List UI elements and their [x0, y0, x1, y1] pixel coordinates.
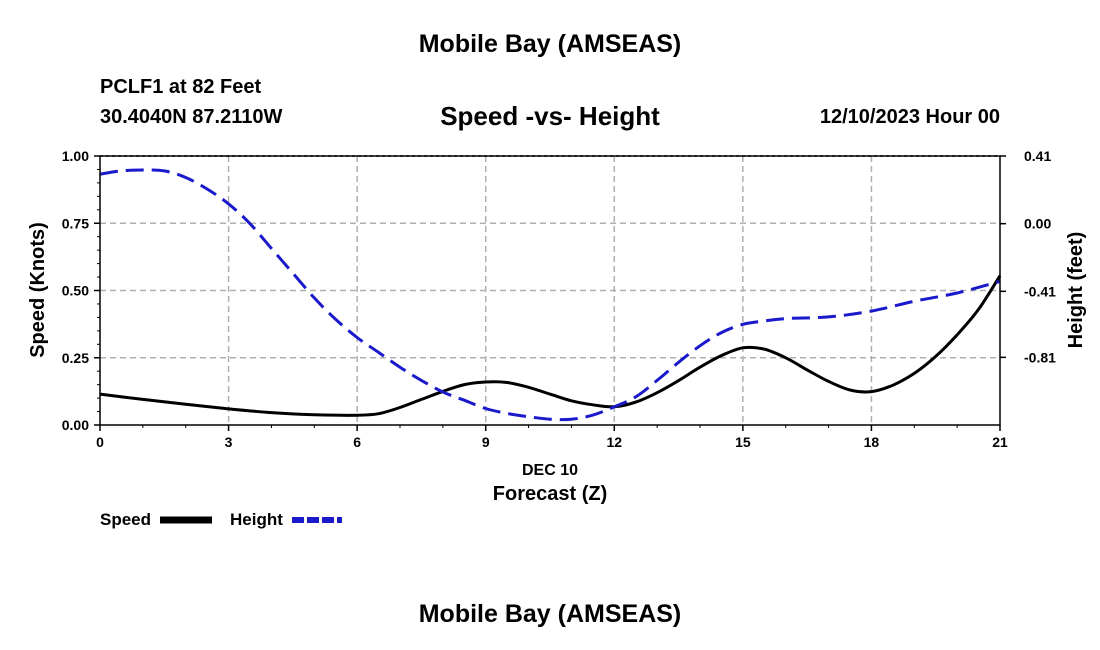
y-tick-label: 0.00 — [62, 417, 89, 433]
y2-tick-label: 0.00 — [1024, 216, 1051, 232]
y2-tick-label: -0.41 — [1024, 283, 1056, 299]
x-tick-label: 0 — [96, 434, 104, 450]
y2-axis-label: Height (feet) — [1065, 232, 1087, 349]
forecast-datetime: 12/10/2023 Hour 00 — [819, 106, 1000, 128]
series-lines — [99, 168, 1002, 422]
station-coordinates: 30.4040N 87.2110W — [100, 106, 283, 128]
axis-tick-labels: 0 3 6 9 12 15 18 21 0.00 0.25 0.50 0.75 1.00 -0.81 -0.… — [62, 148, 1056, 450]
x-axis-label: Forecast (Z) — [493, 483, 607, 505]
y-tick-label: 1.00 — [62, 148, 89, 164]
series-line-speed — [99, 274, 1002, 417]
y-axis-label: Speed (Knots) — [27, 222, 49, 358]
y-tick-label: 0.75 — [62, 215, 89, 231]
chart-title: Mobile Bay (AMSEAS) — [418, 30, 682, 58]
x-tick-label: 18 — [864, 434, 880, 450]
x-tick-label: 12 — [606, 434, 622, 450]
axis-ticks — [94, 155, 1006, 431]
grid-lines — [100, 155, 1000, 425]
chart-subtitle: Speed -vs- Height — [440, 101, 660, 131]
station-name: PCLF1 at 82 Feet — [100, 76, 262, 98]
legend-speed-label: Speed — [100, 510, 152, 529]
series-line-height — [99, 168, 1001, 422]
y-tick-label: 0.25 — [62, 350, 89, 366]
x-tick-label: 15 — [735, 434, 751, 450]
x-axis-date-label: DEC 10 — [522, 462, 578, 479]
x-tick-label: 21 — [992, 434, 1008, 450]
x-tick-label: 6 — [353, 434, 361, 450]
x-tick-label: 9 — [482, 434, 490, 450]
y2-tick-label: 0.41 — [1024, 148, 1051, 164]
legend-height-label: Height — [230, 510, 283, 529]
footer-title: Mobile Bay (AMSEAS) — [418, 600, 682, 628]
x-tick-label: 3 — [225, 434, 233, 450]
y-tick-label: 0.50 — [62, 283, 89, 299]
y2-tick-label: -0.81 — [1024, 349, 1056, 365]
